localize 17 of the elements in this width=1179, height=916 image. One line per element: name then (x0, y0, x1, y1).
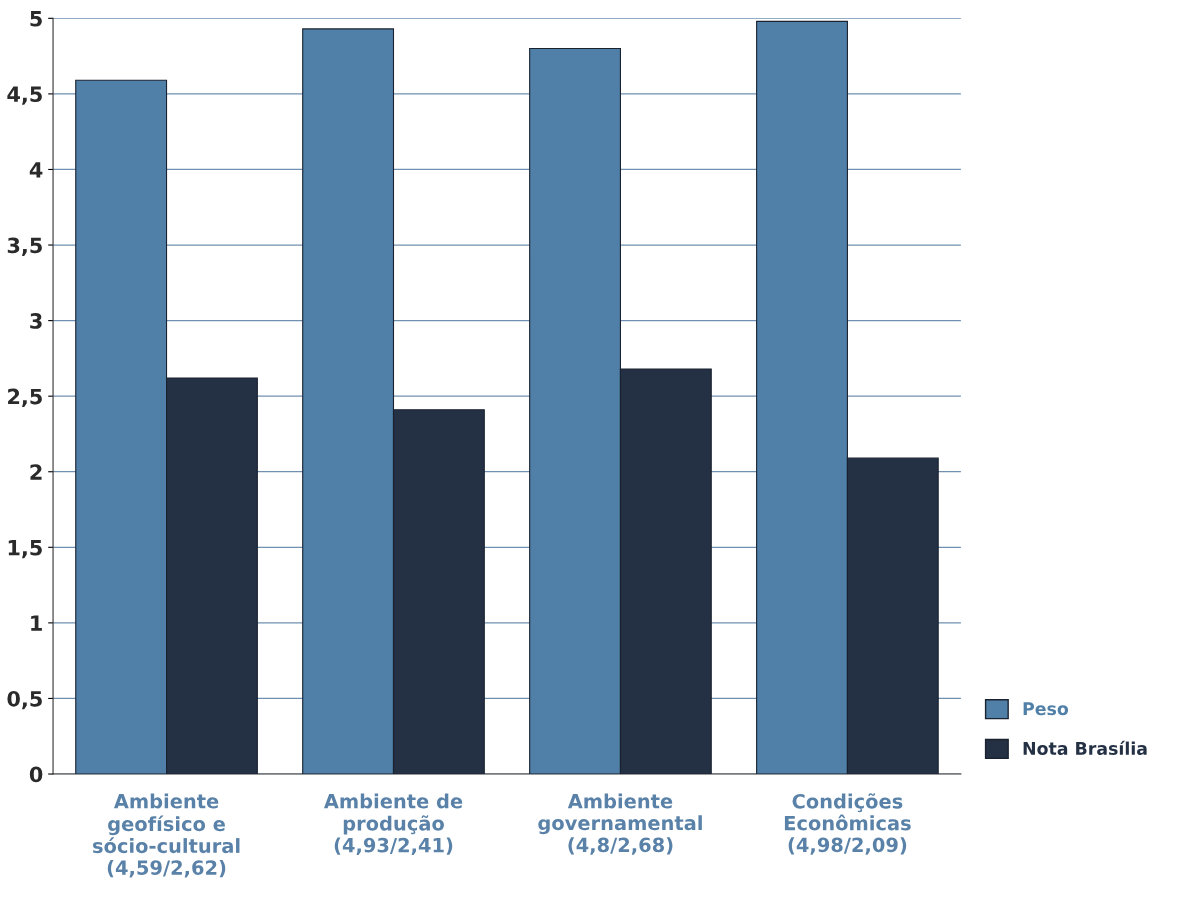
legend-label: Peso (1023, 702, 1069, 716)
y-tick-label: 3 (30, 313, 42, 329)
y-tick-label: 2 (30, 464, 42, 480)
y-tick-label: 5 (30, 11, 42, 27)
y-tick-label: 2,5 (8, 388, 42, 408)
x-tick-label: Condições Econômicas (4,98/2,09) (784, 793, 911, 855)
legend-label: Nota Brasília (1023, 740, 1147, 755)
y-tick-label: 4,5 (7, 86, 42, 105)
y-tick-label: 4 (29, 162, 43, 178)
x-tick-label: Ambiente de produção (4,93/2,41) (323, 793, 463, 855)
x-tick-label: Ambiente governamental (4,8/2,68) (538, 793, 702, 855)
y-tick-label: 3,5 (7, 237, 42, 256)
y-tick-label: 1 (31, 615, 42, 631)
x-tick-label: Ambiente geofísico e sócio-cultural (4,59/2,62) (92, 793, 240, 878)
y-tick-label: 1,5 (8, 540, 42, 559)
y-tick-label: 0 (29, 766, 43, 783)
y-tick-label: 0,5 (7, 690, 42, 710)
